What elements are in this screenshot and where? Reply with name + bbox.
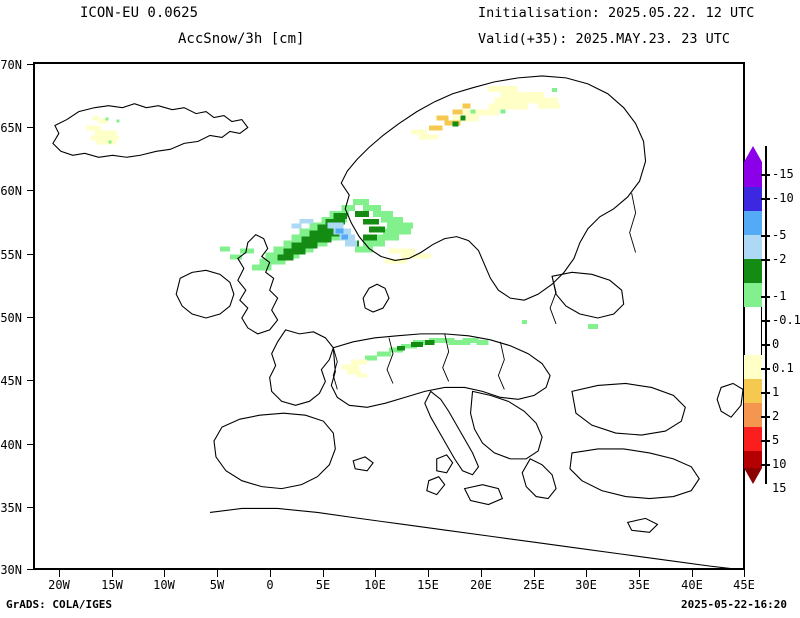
colorbar-tick-7: [761, 368, 770, 370]
x-tick-15w: [112, 570, 113, 577]
x-label-20w: 20W: [48, 578, 70, 592]
x-label-40e: 40E: [681, 578, 703, 592]
render-timestamp: 2025-05-22-16:20: [681, 598, 787, 611]
colorbar-segment-6: [744, 307, 762, 331]
x-tick-35e: [639, 570, 640, 577]
y-tick-65n: [27, 127, 35, 128]
y-label-40n: 40N: [0, 438, 22, 452]
snow-shading-layer: [86, 85, 598, 378]
coastline-paths: [52, 75, 743, 568]
colorbar-cap-top: [744, 146, 762, 162]
y-tick-70n: [27, 64, 35, 65]
y-label-65n: 65N: [0, 121, 22, 135]
y-label-55n: 55N: [0, 248, 22, 262]
colorbar-label-5: 5: [772, 433, 780, 447]
x-label-15w: 15W: [101, 578, 123, 592]
colorbar-label-neg01: -0.1: [772, 313, 800, 327]
colorbar-tick-0: [761, 174, 770, 176]
colorbar-label-neg10: -10: [772, 191, 794, 205]
x-label-5w: 5W: [209, 578, 225, 592]
colorbar-segment-0: [744, 162, 762, 187]
colorbar-tick-9: [761, 416, 770, 418]
colorbar-tick-3: [761, 259, 770, 261]
colorbar-segment-9: [744, 379, 762, 403]
x-tick-10e: [375, 570, 376, 577]
colorbar-tick-8: [761, 392, 770, 394]
colorbar-label-neg2: -2: [772, 252, 787, 266]
y-tick-55n: [27, 254, 35, 255]
colorbar-label-zero: 0: [772, 337, 780, 351]
x-tick-40e: [692, 570, 693, 577]
y-tick-35n: [27, 507, 35, 508]
x-tick-0: [270, 570, 271, 577]
y-label-70n: 70N: [0, 58, 22, 72]
x-label-15e: 15E: [417, 578, 439, 592]
x-label-30e: 30E: [575, 578, 597, 592]
colorbar-segment-8: [744, 355, 762, 379]
x-label-10e: 10E: [364, 578, 386, 592]
x-tick-10w: [164, 570, 165, 577]
y-label-60n: 60N: [0, 184, 22, 198]
colorbar-segment-1: [744, 187, 762, 211]
x-tick-20w: [59, 570, 60, 577]
x-tick-15e: [428, 570, 429, 577]
colorbar-label-01: 0.1: [772, 361, 794, 375]
colorbar-label-neg5: -5: [772, 228, 787, 242]
colorbar: [744, 162, 762, 468]
y-label-35n: 35N: [0, 501, 22, 515]
colorbar-segment-2: [744, 211, 762, 235]
colorbar-label-10: 10: [772, 457, 787, 471]
map-plot-area: [33, 62, 745, 570]
x-tick-20e: [481, 570, 482, 577]
x-label-0: 0: [266, 578, 274, 592]
y-tick-60n: [27, 190, 35, 191]
y-tick-50n: [27, 317, 35, 318]
grads-credit: GrADS: COLA/IGES: [6, 598, 112, 611]
x-label-20e: 20E: [470, 578, 492, 592]
y-tick-45n: [27, 380, 35, 381]
valid-time-label: Valid(+35): 2025.MAY.23. 23 UTC: [478, 31, 730, 47]
colorbar-label-neg15: -15: [772, 167, 794, 181]
colorbar-tick-2: [761, 235, 770, 237]
colorbar-segment-4: [744, 259, 762, 283]
colorbar-segment-12: [744, 451, 762, 468]
x-label-45e: 45E: [733, 578, 755, 592]
colorbar-tick-1: [761, 198, 770, 200]
colorbar-label-neg1: -1: [772, 289, 787, 303]
model-title: ICON-EU 0.0625: [80, 5, 199, 21]
y-tick-40n: [27, 444, 35, 445]
x-label-10w: 10W: [153, 578, 175, 592]
colorbar-tick-5: [761, 320, 770, 322]
colorbar-tick-11: [761, 464, 770, 466]
colorbar-segment-3: [744, 235, 762, 259]
colorbar-segment-5: [744, 283, 762, 307]
x-label-5e: 5E: [315, 578, 331, 592]
x-tick-30e: [586, 570, 587, 577]
colorbar-segment-7: [744, 331, 762, 355]
x-label-35e: 35E: [628, 578, 650, 592]
x-label-25e: 25E: [523, 578, 545, 592]
x-tick-5w: [217, 570, 218, 577]
variable-title: AccSnow/3h [cm]: [178, 31, 305, 47]
colorbar-segment-10: [744, 403, 762, 427]
y-label-50n: 50N: [0, 311, 22, 325]
colorbar-cap-bottom: [744, 468, 762, 484]
y-tick-30n: [27, 569, 35, 570]
colorbar-axis-line: [765, 146, 767, 484]
x-tick-45e: [744, 570, 745, 577]
colorbar-label-15: 15: [772, 481, 787, 495]
initialisation-label: Initialisation: 2025.05.22. 12 UTC: [478, 5, 755, 21]
y-label-45n: 45N: [0, 374, 22, 388]
colorbar-tick-6: [761, 344, 770, 346]
x-tick-5e: [323, 570, 324, 577]
colorbar-tick-4: [761, 296, 770, 298]
colorbar-segment-11: [744, 427, 762, 451]
x-tick-25e: [534, 570, 535, 577]
y-label-30n: 30N: [0, 563, 22, 577]
map-coastlines-and-data: [52, 75, 743, 568]
colorbar-label-1: 1: [772, 385, 780, 399]
colorbar-label-2: 2: [772, 409, 780, 423]
colorbar-tick-10: [761, 440, 770, 442]
